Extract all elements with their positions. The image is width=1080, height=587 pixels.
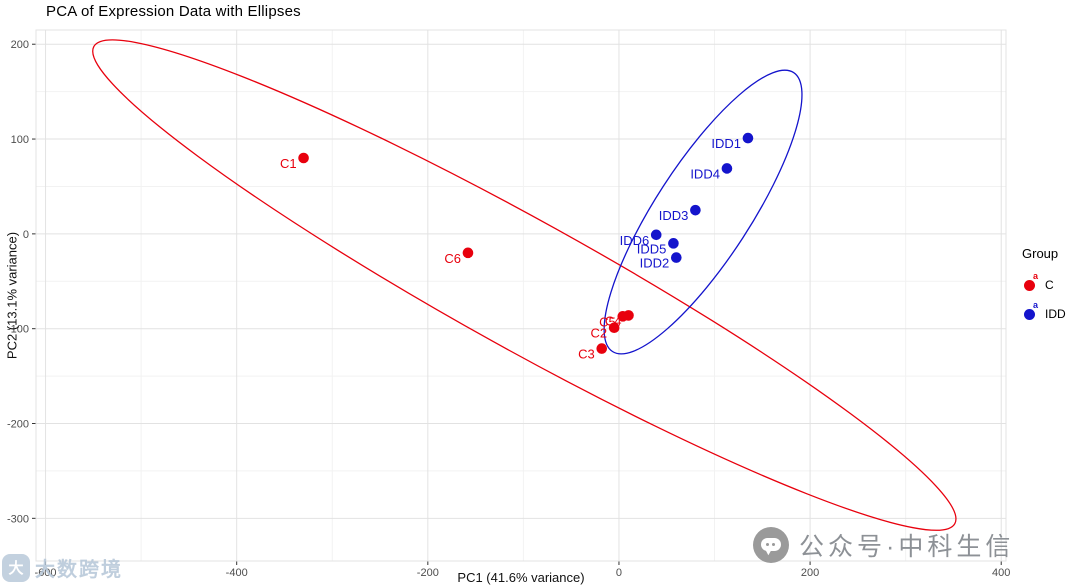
legend-label-idd: IDD	[1045, 307, 1066, 321]
point-label-C2: C2	[591, 326, 608, 341]
watermark-left: 大 大数跨境	[2, 553, 123, 582]
y-tick-label: 200	[11, 39, 29, 51]
chart-title: PCA of Expression Data with Ellipses	[46, 3, 301, 20]
y-tick-label: 100	[11, 134, 29, 146]
legend-title: Group	[1022, 246, 1059, 261]
x-tick-label: 400	[992, 567, 1010, 579]
point-label-IDD3: IDD3	[659, 208, 689, 223]
data-point-IDD4	[721, 163, 733, 174]
x-axis-title: PC1 (41.6% variance)	[457, 570, 585, 585]
legend-key-idd: a	[1022, 300, 1042, 323]
legend-text-key-glyph: a	[1033, 300, 1039, 310]
legend-entry-c: a C	[1022, 271, 1066, 294]
ellipse-C	[92, 39, 957, 531]
wechat-official-account-icon	[753, 527, 789, 563]
point-label-C3: C3	[578, 347, 595, 362]
data-point-IDD2	[670, 252, 682, 263]
x-tick-label: -600	[35, 567, 57, 579]
panel-border	[35, 29, 1007, 562]
data-point-IDD5	[668, 238, 679, 249]
y-tick-label: -300	[7, 513, 29, 525]
x-tick-label: -200	[417, 567, 439, 579]
y-axis-title: PC2 (13.1% variance)	[4, 231, 20, 360]
data-point-C5	[617, 311, 629, 322]
y-tick-label: 0	[23, 229, 29, 241]
point-label-C4: C4	[605, 313, 622, 328]
point-label-IDD6: IDD6	[620, 233, 650, 248]
legend-entry-idd: a IDD	[1022, 300, 1066, 323]
legend-text-key-glyph: a	[1033, 271, 1039, 281]
point-label-IDD2: IDD2	[640, 256, 670, 271]
data-point-C6	[462, 247, 474, 259]
watermark-left-text: 大数跨境	[35, 559, 123, 581]
legend-key-c: a	[1022, 271, 1042, 294]
y-tick-label: -100	[7, 324, 29, 336]
watermark-right-text: 公众号·中科生信	[799, 533, 1015, 561]
dashu-kuajing-logo-icon: 大	[2, 553, 30, 582]
point-label-C5: C5	[599, 314, 616, 329]
legend: Group a C a IDD	[1022, 246, 1066, 334]
data-point-IDD3	[690, 204, 701, 216]
point-label-IDD4: IDD4	[690, 166, 720, 181]
point-label-IDD1: IDD1	[711, 136, 741, 151]
legend-point-icon	[1024, 280, 1035, 291]
legend-point-icon	[1024, 309, 1035, 320]
x-tick-label: 200	[801, 567, 819, 579]
data-point-IDD6	[650, 229, 662, 241]
x-tick-label: 0	[616, 567, 622, 579]
point-label-C1: C1	[280, 156, 297, 171]
data-point-C2	[608, 322, 620, 334]
data-point-C1	[298, 152, 309, 164]
x-tick-label: -400	[226, 567, 248, 579]
data-point-C3	[596, 343, 608, 354]
y-tick-label: -200	[7, 419, 29, 431]
watermark-right: 公众号·中科生信	[753, 527, 1014, 563]
legend-label-c: C	[1045, 278, 1054, 292]
data-point-IDD1	[742, 132, 754, 144]
ellipse-IDD	[603, 69, 803, 355]
point-label-C6: C6	[444, 251, 461, 266]
point-label-IDD5: IDD5	[637, 241, 667, 256]
speech-bubble-icon	[761, 538, 781, 556]
